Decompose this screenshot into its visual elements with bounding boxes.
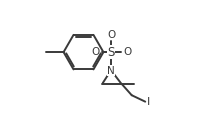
Text: O: O [106,30,115,40]
Text: I: I [146,97,149,107]
Text: S: S [107,46,114,59]
Text: O: O [91,47,99,57]
Text: N: N [107,66,115,76]
Text: O: O [123,47,131,57]
